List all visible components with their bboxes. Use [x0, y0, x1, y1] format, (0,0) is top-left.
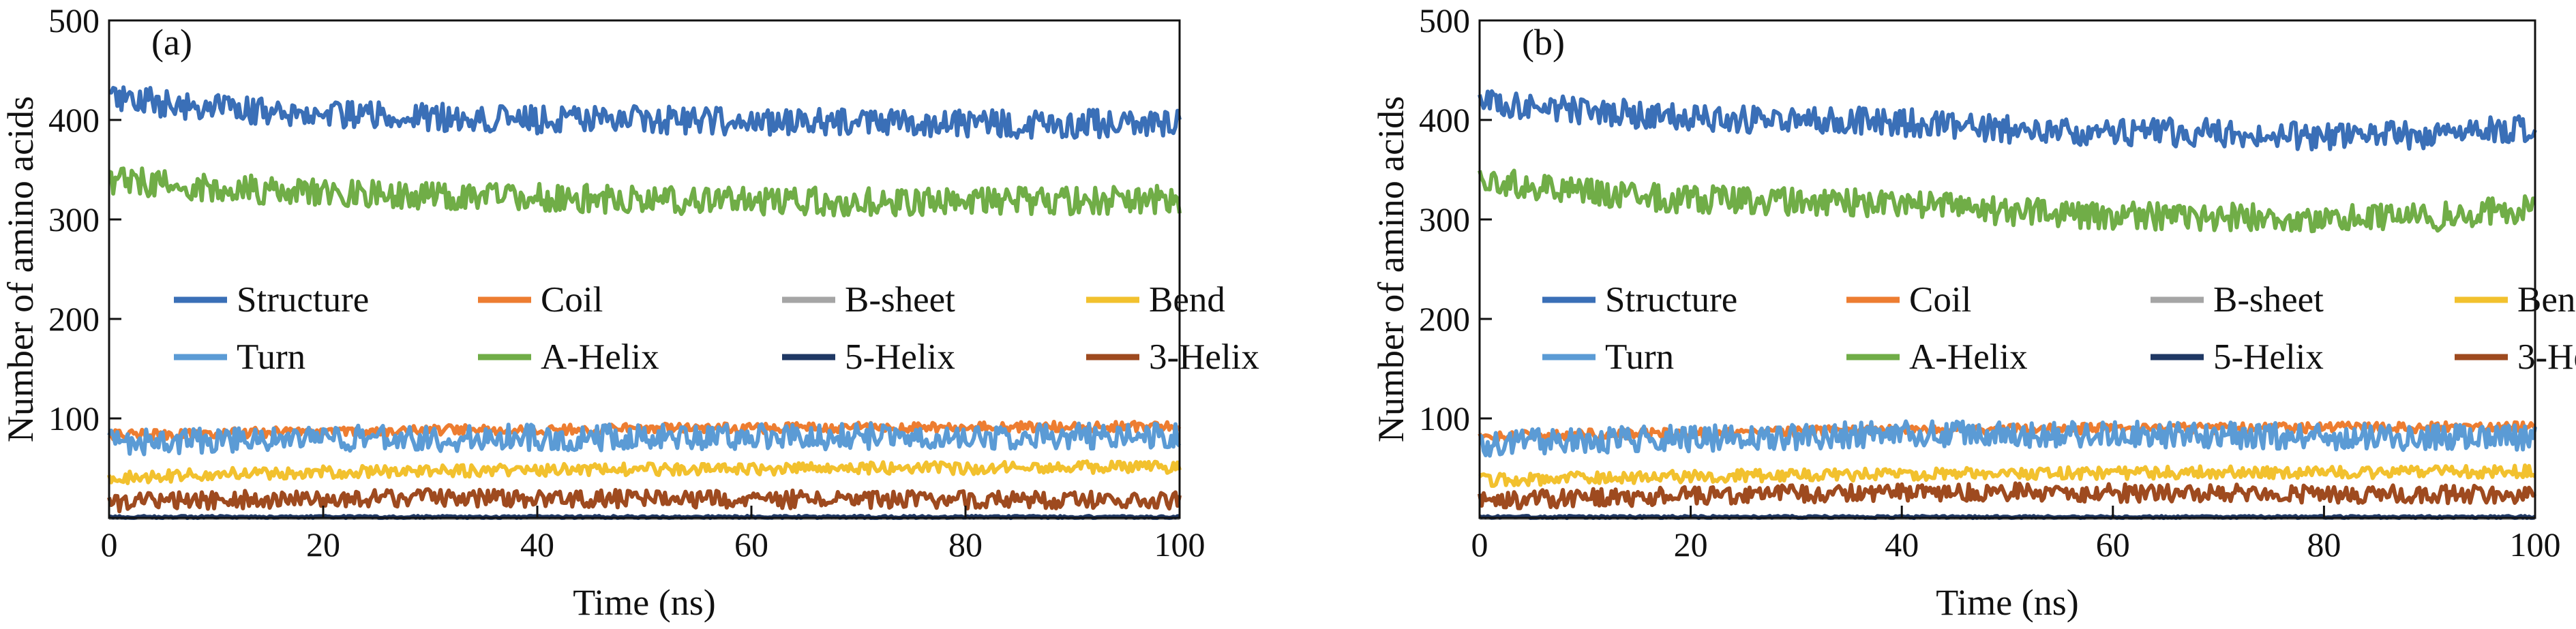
- legend-item: B-sheet: [2151, 280, 2324, 320]
- y-tick-label: 300: [1419, 200, 1470, 239]
- x-tick-label: 60: [2096, 525, 2130, 564]
- series-line-5-helix: [1478, 514, 2536, 520]
- series-line-3-helix: [107, 487, 1182, 514]
- x-tick-label: 20: [306, 525, 340, 564]
- series-line-3-helix: [1478, 481, 2537, 510]
- legend: Structure Coil B-sheet Bend Turn A-Helix 5-Hel…: [174, 280, 1259, 377]
- legend-label: Bend: [2517, 280, 2576, 320]
- x-tick-label: 100: [1154, 525, 1205, 564]
- legend-label: 3-Helix: [2517, 337, 2576, 377]
- y-tick-label: 400: [48, 101, 100, 139]
- legend-item: Turn: [174, 337, 305, 377]
- panel-label: (b): [1522, 22, 1565, 63]
- x-tick-label: 80: [948, 525, 983, 564]
- legend-label: Coil: [1909, 280, 1971, 320]
- y-tick-label: 500: [1419, 1, 1470, 40]
- legend-item: A-Helix: [1846, 337, 2028, 377]
- legend-item: 5-Helix: [782, 337, 955, 377]
- legend-label: Turn: [1605, 337, 1674, 377]
- x-axis-label: Time (ns): [573, 582, 716, 623]
- series-line-bend: [1478, 463, 2536, 488]
- series-line-structure: [1478, 89, 2537, 152]
- y-tick-label: 300: [48, 200, 100, 239]
- y-tick-label: 200: [1419, 300, 1470, 338]
- x-tick-label: 80: [2307, 525, 2341, 564]
- y-tick-label: 100: [1419, 399, 1470, 438]
- chart-panel-b: 0 20 40 60 80 100 100 200 300 400 500 Time (ns) Numb…: [1371, 1, 2576, 623]
- legend-item: Coil: [1846, 280, 1971, 320]
- series-line-turn: [107, 421, 1182, 457]
- x-tick-label: 40: [520, 525, 554, 564]
- x-axis-label: Time (ns): [1936, 582, 2079, 623]
- legend-item: 5-Helix: [2151, 337, 2324, 377]
- x-tick-label: 0: [101, 525, 118, 564]
- y-tick-label: 400: [1419, 101, 1470, 139]
- chart-panel-a: 0 20 40 60 80 100 100 200 300 400 500 Time (ns) Numb…: [0, 1, 1259, 623]
- legend-label: 3-Helix: [1149, 337, 1259, 377]
- legend-item: Structure: [1542, 280, 1737, 320]
- legend-label: A-Helix: [541, 337, 659, 377]
- y-tick-label: 200: [48, 300, 100, 338]
- legend-item: 3-Helix: [1086, 337, 1259, 377]
- legend-label: Turn: [237, 337, 305, 377]
- legend-item: A-Helix: [478, 337, 659, 377]
- y-axis-label: Number of amino acids: [0, 96, 41, 442]
- legend-label: Bend: [1149, 280, 1225, 320]
- series-line-turn: [1478, 419, 2537, 458]
- panel-label: (a): [151, 22, 192, 63]
- y-tick-label: 100: [48, 399, 100, 438]
- legend-label: B-sheet: [845, 280, 955, 320]
- x-tick-label: 20: [1674, 525, 1708, 564]
- legend-label: Coil: [541, 280, 603, 320]
- legend-label: A-Helix: [1909, 337, 2028, 377]
- series-line-bend: [107, 459, 1182, 485]
- legend-label: Structure: [237, 280, 369, 320]
- y-tick-label: 500: [48, 1, 100, 40]
- legend-item: Bend: [1086, 280, 1225, 320]
- legend-label: B-sheet: [2213, 280, 2324, 320]
- y-axis-label: Number of amino acids: [1371, 96, 1411, 442]
- legend-label: 5-Helix: [2213, 337, 2324, 377]
- legend-label: Structure: [1605, 280, 1737, 320]
- series-line-structure: [108, 85, 1182, 140]
- axes-frame: [1478, 19, 2536, 519]
- legend-item: 3-Helix: [2455, 337, 2576, 377]
- legend-item: Coil: [478, 280, 603, 320]
- legend-label: 5-Helix: [845, 337, 955, 377]
- legend: Structure Coil B-sheet Bend Turn A-Helix 5-Hel…: [1542, 280, 2576, 377]
- legend-item: Structure: [174, 280, 369, 320]
- x-tick-label: 40: [1885, 525, 1919, 564]
- legend-item: Bend: [2455, 280, 2576, 320]
- axes-frame: [108, 19, 1181, 519]
- series-line-a-helix: [108, 166, 1182, 217]
- x-tick-label: 60: [734, 525, 768, 564]
- series-line-a-helix: [1478, 168, 2535, 234]
- x-tick-label: 0: [1471, 525, 1488, 564]
- legend-item: Turn: [1542, 337, 1674, 377]
- x-tick-label: 100: [2510, 525, 2561, 564]
- legend-item: B-sheet: [782, 280, 955, 320]
